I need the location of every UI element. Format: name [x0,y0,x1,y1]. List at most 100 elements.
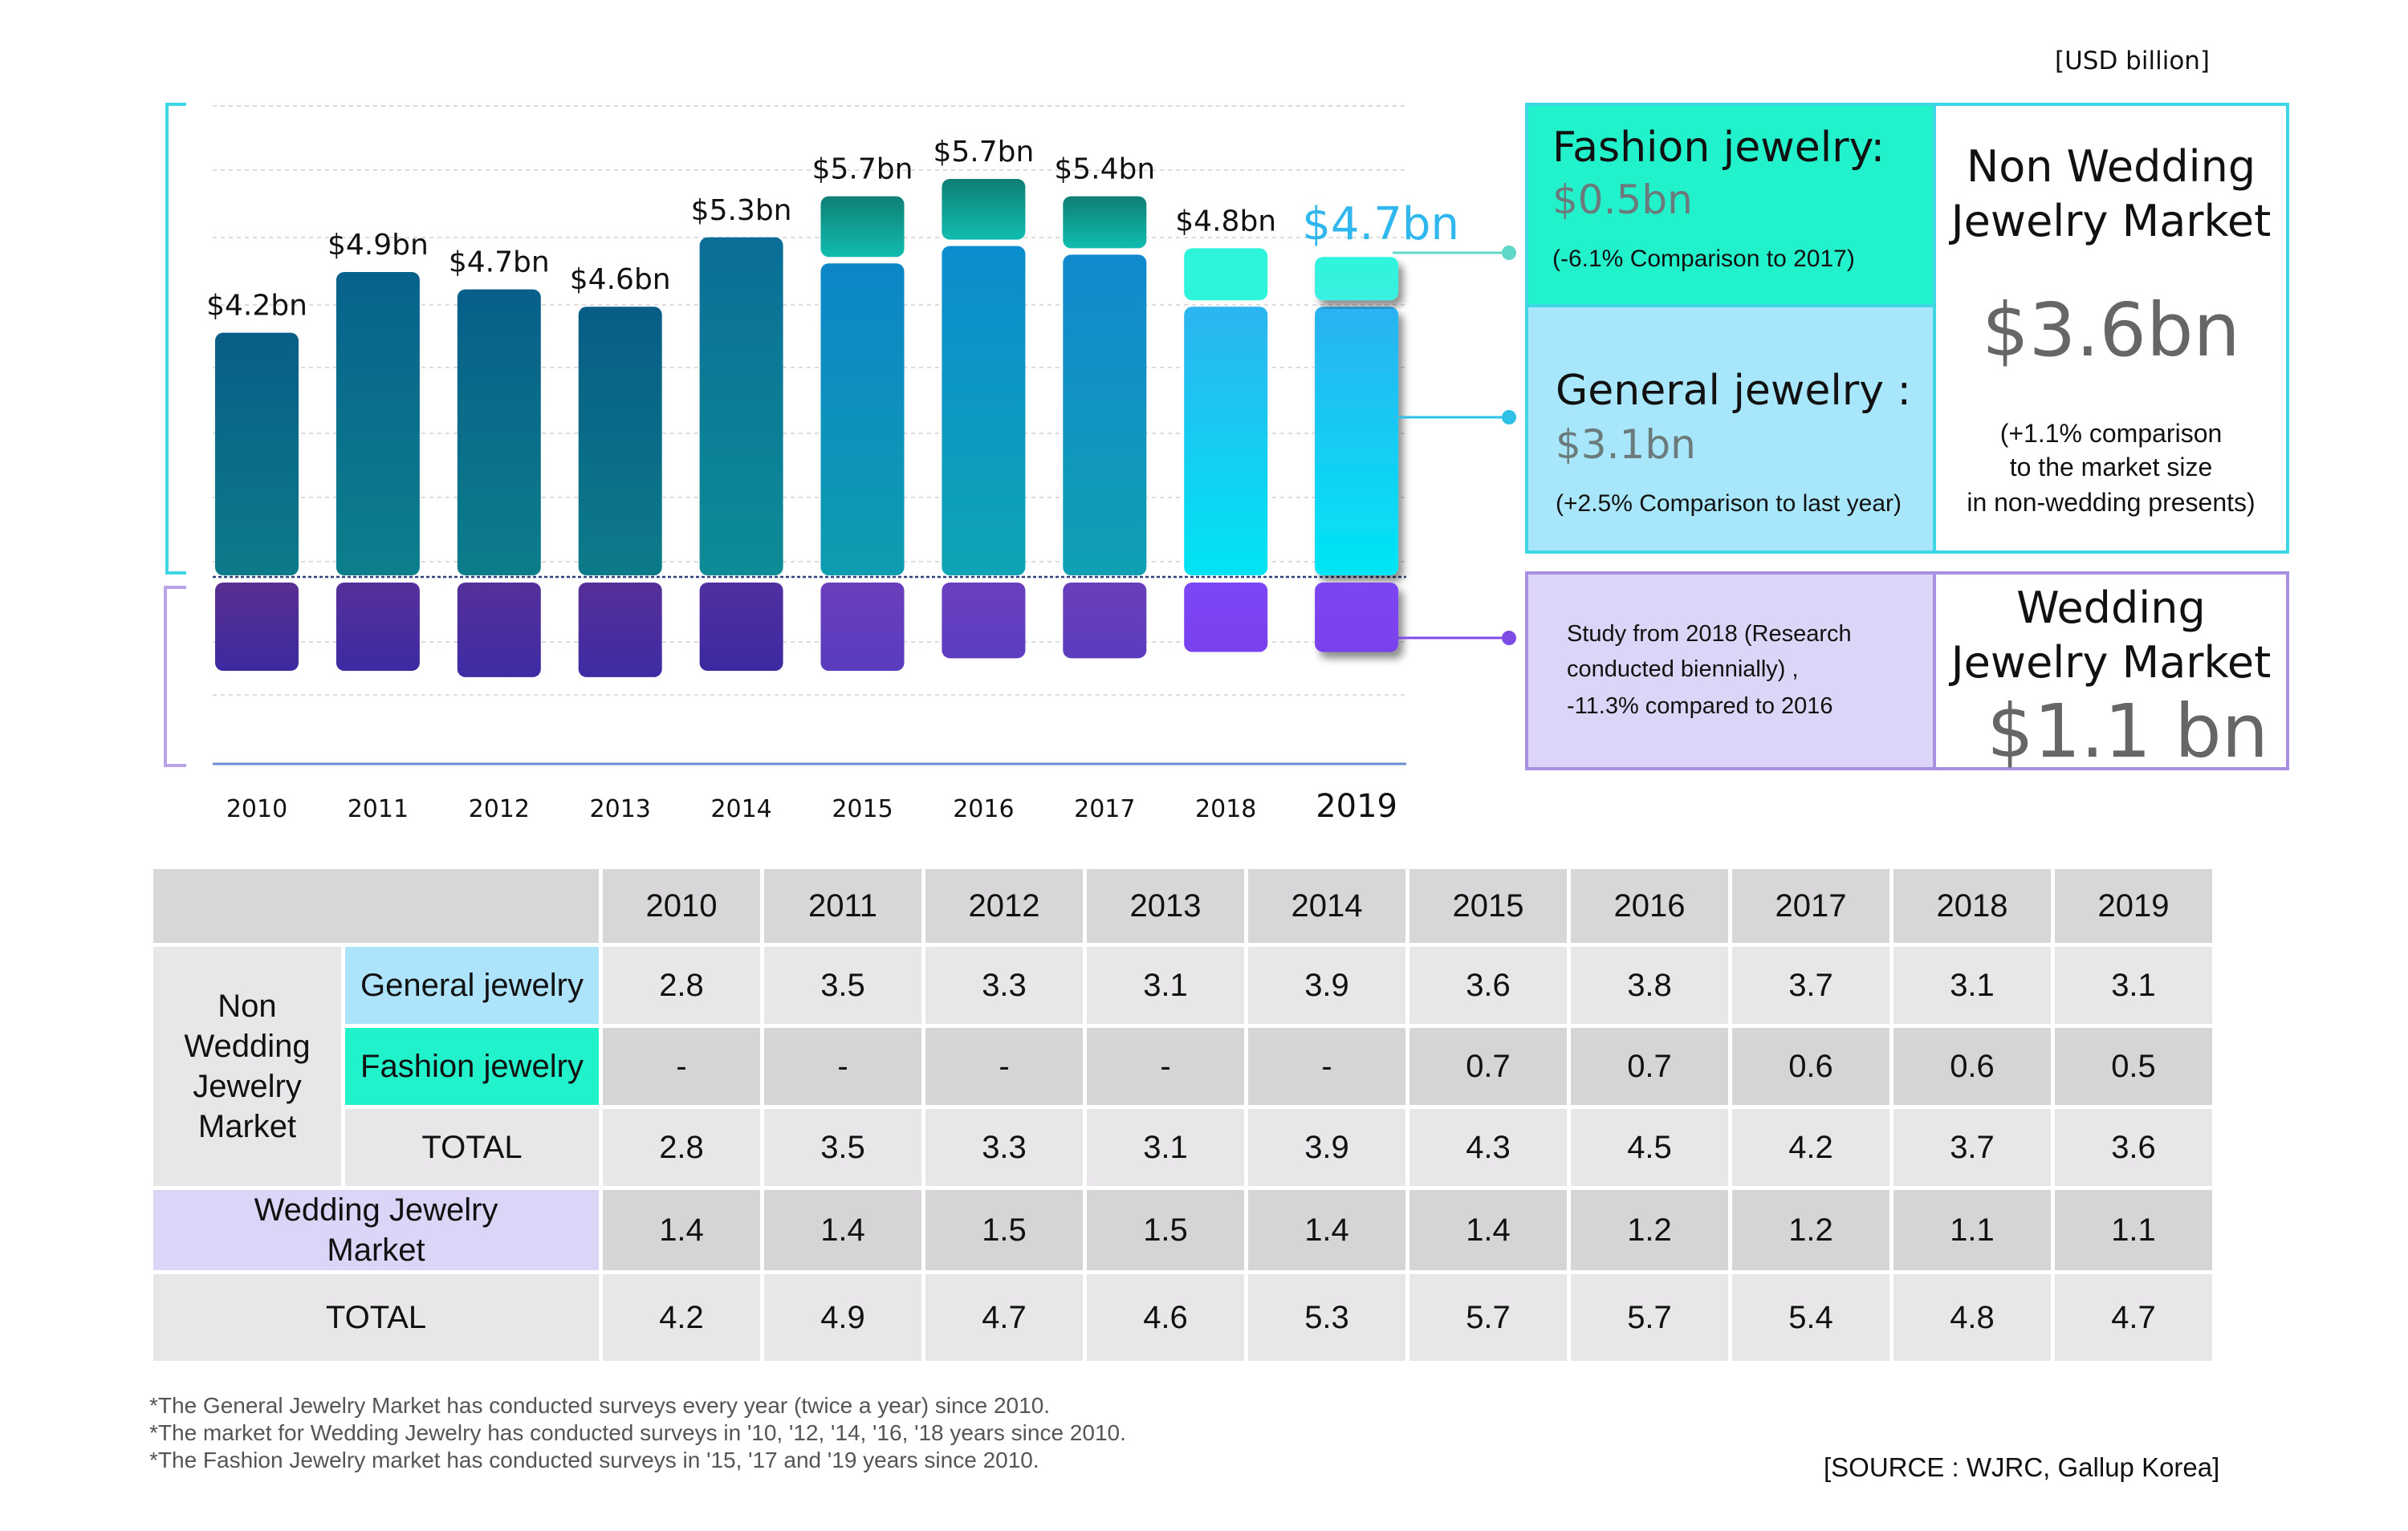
fashion-jewelry-panel: Fashion jewelry: $0.5bn (-6.1% Compariso… [1525,103,1936,307]
table-row: Fashion jewelry - - - - - 0.7 0.7 0.6 0.… [153,1028,2212,1105]
total-label-2016: $5.7bn [933,136,1034,169]
table-cell: 0.5 [2055,1028,2212,1105]
table-cell: 4.2 [603,1274,760,1361]
table-row-label: TOTAL [153,1274,599,1361]
connector-dot [1502,246,1516,260]
table-cell: 4.2 [1732,1109,1889,1186]
table-cell: 5.7 [1409,1274,1567,1361]
bar-general-2010 [215,332,299,575]
bar-wedding-2010 [215,583,299,672]
x-tick-2013: 2013 [590,795,651,823]
table-year-header: 2017 [1732,869,1889,943]
fashion-panel-note: (-6.1% Comparison to 2017) [1552,246,1855,272]
total-label-2012: $4.7bn [449,246,550,279]
wedding-value: $1.1 bn [1987,688,2268,774]
table-cell: 2.8 [603,947,760,1024]
table-cell: 3.9 [1248,1109,1405,1186]
wedding-market-panel: Wedding Jewelry Market $1.1 bn [1933,571,2289,774]
table-cell: 3.9 [1248,947,1405,1024]
table-cell: 0.7 [1409,1028,1567,1105]
wedding-title-line2: Jewelry Market [1950,637,2272,688]
general-panel-note: (+2.5% Comparison to last year) [1556,490,1902,517]
table-year-header: 2014 [1248,869,1405,943]
table-cell: - [603,1028,760,1105]
table-cell: 0.6 [1732,1028,1889,1105]
table-cell: - [764,1028,921,1105]
general-panel-title: General jewelry : [1556,367,1912,415]
bar-general-2015 [820,263,905,575]
x-tick-2012: 2012 [469,795,530,823]
table-cell: 3.6 [2055,1109,2212,1186]
table-year-header: 2013 [1087,869,1244,943]
table-cell: 1.1 [1893,1190,2051,1270]
table-cell: 1.4 [603,1190,760,1270]
footnote: *The Fashion Jewelry market has conducte… [149,1448,1039,1472]
table-cell: 0.7 [1571,1028,1728,1105]
x-tick-2019: 2019 [1316,788,1397,825]
total-label-2011: $4.9bn [327,229,429,262]
wedding-bracket [164,586,186,767]
table-year-header: 2011 [764,869,921,943]
table-year-header: 2018 [1893,869,2051,943]
table-row-label: Wedding Jewelry Market [153,1190,599,1270]
bar-wedding-2018 [1184,583,1268,652]
non-wedding-note-line3: in non-wedding presents) [1967,488,2255,517]
bar-wedding-2013 [578,583,662,677]
bar-wedding-2015 [820,583,905,672]
table-cell: 3.1 [1087,947,1244,1024]
total-label-2018: $4.8bn [1175,205,1276,238]
x-tick-2018: 2018 [1195,795,1256,823]
table-cell: 1.5 [925,1190,1083,1270]
table-cell: 4.9 [764,1274,921,1361]
bar-general-2016 [942,246,1026,575]
table-cell: - [1248,1028,1405,1105]
table-cell: - [1087,1028,1244,1105]
table-year-header: 2019 [2055,869,2212,943]
general-panel-value: $3.1bn [1556,421,1696,468]
study-note-line2: conducted biennially) , [1567,656,1799,682]
wedding-title-line1: Wedding [2016,583,2206,633]
table-row: TOTAL 4.2 4.9 4.7 4.6 5.3 5.7 5.7 5.4 4.… [153,1274,2212,1361]
bar-wedding-2016 [942,583,1026,659]
bar-wedding-2019 [1315,583,1399,652]
table-cell: 1.1 [2055,1190,2212,1270]
chart-labels: $4.2bn 2010 $4.9bn 2011 $4.7bn 2012 $4.6bn 2013… [206,136,1459,825]
table-cell: 3.7 [1893,1109,2051,1186]
table-row-label: General jewelry [345,947,599,1024]
bar-wedding-2017 [1063,583,1147,659]
data-table: 2010 2011 2012 2013 2014 2015 2016 2017 … [149,865,2216,1365]
study-note-line3: -11.3% compared to 2016 [1567,693,1833,719]
x-tick-2011: 2011 [348,795,409,823]
x-tick-2015: 2015 [832,795,893,823]
bar-fashion-2018 [1184,248,1268,301]
chart-gridlines [164,103,1406,767]
table-year-header: 2010 [603,869,760,943]
table-cell: 1.2 [1732,1190,1889,1270]
table-cell: 4.5 [1571,1109,1728,1186]
non-wedding-market-panel: Non Wedding Jewelry Market $3.6bn (+1.1%… [1933,103,2289,554]
bar-general-2011 [336,272,420,575]
bar-wedding-2014 [699,583,783,672]
non-wedding-note-line2: to the market size [2009,453,2213,481]
bar-wedding-2011 [336,583,420,672]
table-header-row: 2010 2011 2012 2013 2014 2015 2016 2017 … [153,869,2212,943]
total-label-2013: $4.6bn [570,263,671,296]
table-cell: 1.4 [1409,1190,1567,1270]
table-year-header: 2012 [925,869,1083,943]
table-cell: 1.2 [1571,1190,1728,1270]
table-row-label: TOTAL [345,1109,599,1186]
source-note: [SOURCE : WJRC, Gallup Korea] [1824,1452,2220,1482]
table-cell: 3.3 [925,1109,1083,1186]
table-cell: 3.5 [764,947,921,1024]
table-cell: 0.6 [1893,1028,2051,1105]
stacked-bar-chart: $4.2bn 2010 $4.9bn 2011 $4.7bn 2012 $4.6bn 2013… [164,103,1516,825]
fashion-panel-value: $0.5bn [1552,177,1693,223]
bar-general-2019 [1315,307,1399,575]
footnote: *The General Jewelry Market has conducte… [149,1393,1051,1418]
bar-wedding-2012 [457,583,541,677]
x-tick-2017: 2017 [1074,795,1135,823]
connector-dot [1502,631,1516,645]
table-cell: 3.7 [1732,947,1889,1024]
bar-general-2013 [578,307,662,575]
bar-fashion-2015 [820,196,905,258]
